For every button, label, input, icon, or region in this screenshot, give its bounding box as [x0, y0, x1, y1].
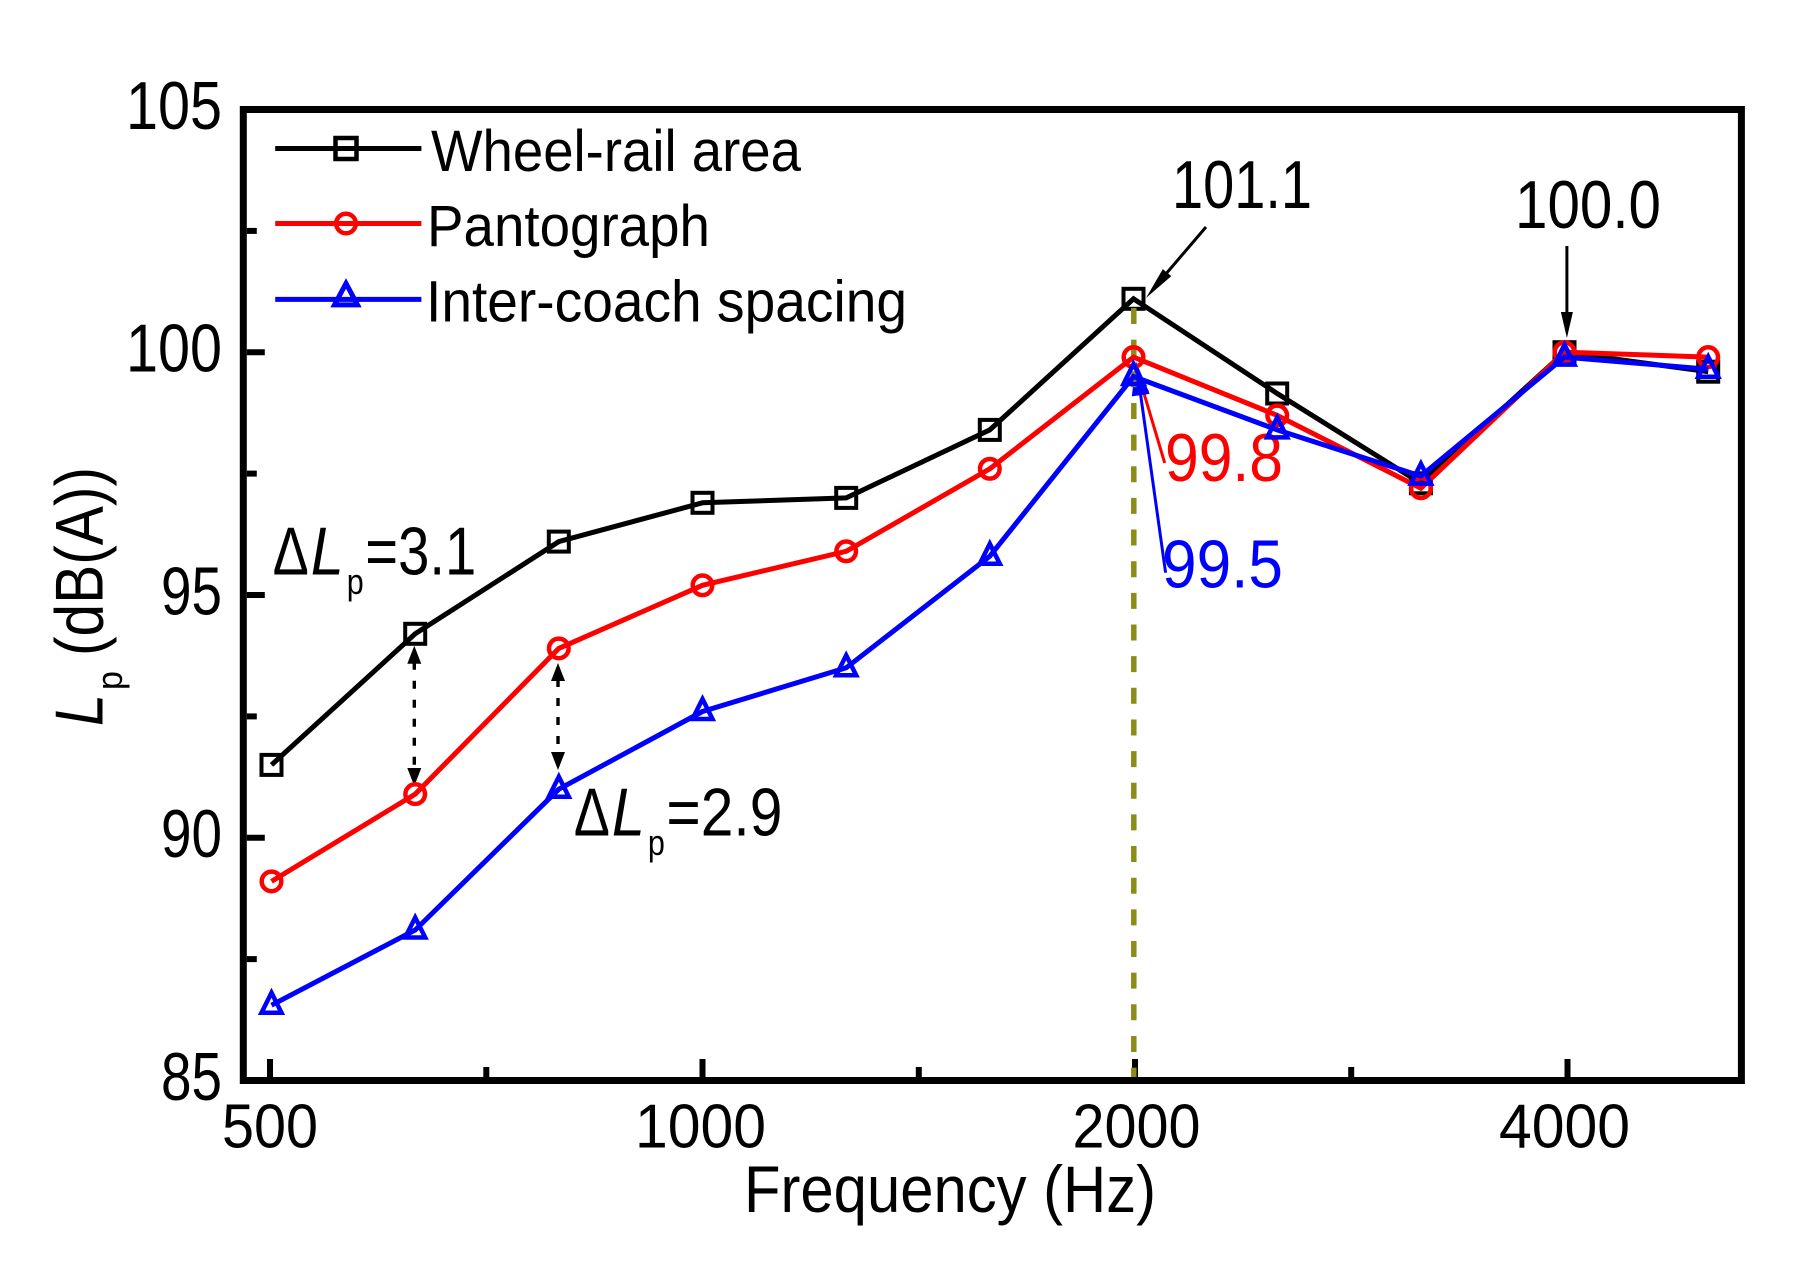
- svg-text:100.0: 100.0: [1515, 167, 1661, 243]
- svg-text:1000: 1000: [635, 1093, 766, 1162]
- svg-text:Pantograph: Pantograph: [427, 194, 710, 259]
- svg-text:99.8: 99.8: [1165, 420, 1283, 496]
- svg-text:p: p: [648, 822, 665, 863]
- svg-text:105: 105: [126, 68, 222, 144]
- svg-text:2000: 2000: [1073, 1093, 1201, 1162]
- svg-text:Frequency (Hz): Frequency (Hz): [744, 1152, 1156, 1226]
- svg-text:(dB(A)): (dB(A)): [42, 467, 118, 656]
- svg-text:90: 90: [161, 796, 222, 872]
- svg-text:Inter-coach spacing: Inter-coach spacing: [426, 270, 907, 335]
- svg-text:=2.9: =2.9: [666, 775, 782, 851]
- svg-text:Δ: Δ: [574, 775, 610, 851]
- svg-text:L: L: [311, 514, 344, 590]
- svg-text:L: L: [42, 694, 118, 726]
- svg-text:Wheel-rail area: Wheel-rail area: [431, 119, 802, 184]
- svg-text:95: 95: [161, 553, 222, 629]
- svg-text:Δ: Δ: [273, 514, 309, 590]
- svg-text:100: 100: [126, 311, 222, 387]
- svg-text:=3.1: =3.1: [365, 514, 476, 590]
- svg-text:500: 500: [222, 1093, 318, 1162]
- svg-text:99.5: 99.5: [1162, 527, 1283, 603]
- svg-text:85: 85: [161, 1039, 222, 1115]
- svg-text:p: p: [89, 671, 130, 690]
- svg-text:L: L: [612, 775, 645, 851]
- svg-text:p: p: [347, 561, 364, 602]
- svg-text:101.1: 101.1: [1172, 147, 1312, 223]
- svg-text:4000: 4000: [1499, 1093, 1630, 1162]
